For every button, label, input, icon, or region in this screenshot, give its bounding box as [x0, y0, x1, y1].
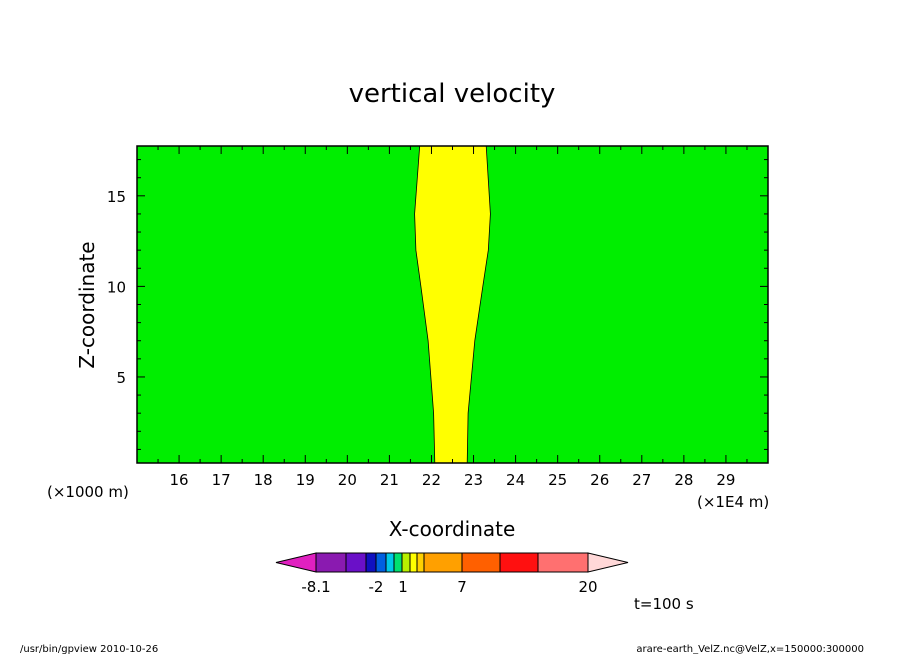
- x-axis: 16 17 18 19 20 21 22 23 24 25 26 27 28 29: [136, 146, 769, 489]
- colorbar-left-arrow: [275, 552, 317, 573]
- colorbar-cell: [423, 552, 463, 573]
- x-tick-label: 17: [212, 471, 231, 489]
- y-unit-label: (×1000 m): [47, 483, 129, 501]
- x-unit-label: (×1E4 m): [697, 493, 769, 511]
- x-tick-label: 18: [254, 471, 273, 489]
- x-tick-label: 16: [170, 471, 189, 489]
- x-tick-label: 24: [506, 471, 525, 489]
- footer-left: /usr/bin/gpview 2010-10-26: [20, 644, 158, 654]
- colorbar-cell: [385, 552, 395, 573]
- colorbar-label: -2: [369, 578, 384, 596]
- colorbar-label: -8.1: [301, 578, 330, 596]
- x-tick-label: 20: [338, 471, 357, 489]
- plot-area: 16 17 18 19 20 21 22 23 24 25 26 27 28 29 5 10 15: [107, 145, 769, 489]
- colorbar-cell: [393, 552, 403, 573]
- footer-right: arare-earth_VelZ.nc@VelZ,x=150000:300000: [636, 644, 864, 654]
- colorbar-cell: [499, 552, 539, 573]
- colorbar-cell: [461, 552, 501, 573]
- time-label: t=100 s: [634, 595, 694, 613]
- colorbar-cell: [315, 552, 347, 573]
- colorbar: [275, 552, 629, 573]
- colorbar-cell: [537, 552, 589, 573]
- colorbar-cell: [416, 552, 425, 573]
- colorbar-cell: [401, 552, 411, 573]
- colorbar-labels: -8.1 -2 1 7 20: [301, 578, 597, 596]
- y-axis-label: Z-coordinate: [75, 241, 99, 368]
- x-tick-label: 23: [464, 471, 483, 489]
- y-axis: 5 10 15: [107, 159, 768, 450]
- chart-title: vertical velocity: [349, 79, 556, 109]
- x-tick-label: 26: [590, 471, 609, 489]
- x-tick-label: 25: [548, 471, 567, 489]
- x-axis-label: X-coordinate: [389, 517, 516, 541]
- x-tick-label: 21: [380, 471, 399, 489]
- colorbar-label: 1: [398, 578, 408, 596]
- y-tick-label: 15: [107, 188, 126, 206]
- x-tick-label: 29: [716, 471, 735, 489]
- colorbar-right-arrow: [587, 552, 629, 573]
- colorbar-cell: [345, 552, 367, 573]
- y-tick-label: 5: [116, 369, 126, 387]
- colorbar-cell: [365, 552, 377, 573]
- colorbar-cell: [409, 552, 418, 573]
- colorbar-label: 20: [578, 578, 597, 596]
- x-tick-label: 22: [422, 471, 441, 489]
- y-tick-label: 10: [107, 278, 126, 296]
- colorbar-label: 7: [457, 578, 467, 596]
- colorbar-cell: [375, 552, 387, 573]
- x-tick-label: 19: [296, 471, 315, 489]
- x-tick-label: 27: [632, 471, 651, 489]
- x-tick-label: 28: [674, 471, 693, 489]
